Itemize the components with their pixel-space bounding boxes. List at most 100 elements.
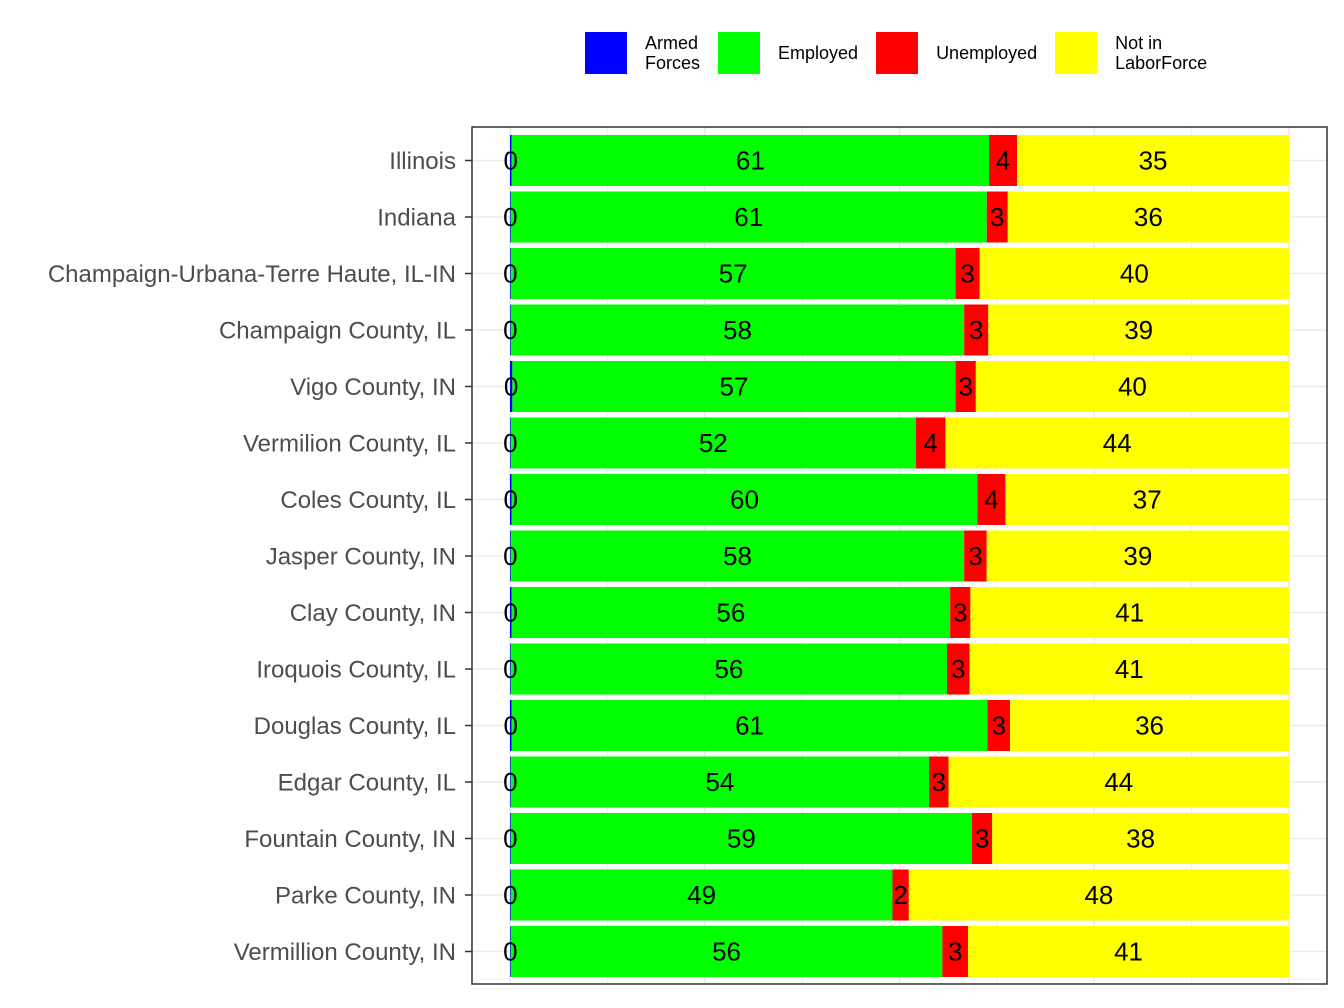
data-label-unemployed: 3 xyxy=(951,654,965,684)
bar-unemployed-fountain-county-in xyxy=(971,813,993,864)
y-tick-label: Edgar County, IL xyxy=(278,770,456,797)
legend-item-not-in-laborforce: Not in LaborForce xyxy=(1055,32,1207,74)
data-label-armed-forces: 0 xyxy=(503,937,517,967)
y-tick-label: Fountain County, IN xyxy=(244,826,456,853)
bar-not-in-laborforce-indiana xyxy=(1007,191,1289,243)
data-label-unemployed: 4 xyxy=(996,146,1010,176)
bar-not-in-laborforce-coles-county-il xyxy=(1005,474,1289,525)
data-label-not-in-laborforce: 41 xyxy=(1115,598,1144,628)
data-label-unemployed: 4 xyxy=(984,485,998,515)
bar-armed-forces-clay-county-in xyxy=(510,587,512,638)
y-tick-label: Parke County, IN xyxy=(275,883,456,910)
data-label-employed: 60 xyxy=(730,485,759,515)
bar-unemployed-indiana xyxy=(986,191,1008,243)
bar-not-in-laborforce-champaign-urbana-terre-haute-il-in xyxy=(979,248,1289,299)
data-label-not-in-laborforce: 48 xyxy=(1084,880,1113,910)
data-label-armed-forces: 0 xyxy=(503,202,517,232)
bar-not-in-laborforce-clay-county-in xyxy=(970,587,1289,638)
data-label-unemployed: 3 xyxy=(968,541,982,571)
bar-armed-forces-parke-county-in xyxy=(510,869,511,921)
legend-item-armed-forces: Armed Forces xyxy=(585,32,700,74)
legend-key-not-in-laborforce xyxy=(1055,32,1098,74)
bar-employed-vermillion-county-in xyxy=(510,926,943,977)
data-label-unemployed: 2 xyxy=(893,880,907,910)
data-label-not-in-laborforce: 44 xyxy=(1104,767,1133,797)
data-label-armed-forces: 0 xyxy=(503,428,517,458)
data-label-employed: 56 xyxy=(714,654,743,684)
bar-unemployed-clay-county-in xyxy=(950,587,971,638)
bar-unemployed-champaign-urbana-terre-haute-il-in xyxy=(955,248,980,299)
data-label-employed: 56 xyxy=(712,937,741,967)
data-label-armed-forces: 0 xyxy=(504,711,518,741)
bar-employed-champaign-county-il xyxy=(510,304,965,356)
data-label-armed-forces: 0 xyxy=(503,541,517,571)
bar-not-in-laborforce-douglas-county-il xyxy=(1010,700,1289,751)
bar-armed-forces-indiana xyxy=(510,191,511,243)
data-label-employed: 58 xyxy=(723,541,752,571)
bar-unemployed-vermilion-county-il xyxy=(915,417,946,469)
bar-armed-forces-vermillion-county-in xyxy=(510,926,511,977)
bar-armed-forces-coles-county-il xyxy=(510,474,512,525)
bar-armed-forces-champaign-county-il xyxy=(510,304,511,356)
data-label-unemployed: 4 xyxy=(923,428,937,458)
data-label-not-in-laborforce: 41 xyxy=(1114,937,1143,967)
bar-employed-vigo-county-in xyxy=(512,361,956,412)
data-label-unemployed: 3 xyxy=(960,259,974,289)
legend-item-unemployed: Unemployed xyxy=(876,32,1037,74)
bar-not-in-laborforce-jasper-county-in xyxy=(986,530,1289,582)
bar-employed-vermilion-county-il xyxy=(510,417,916,469)
legend-key-unemployed xyxy=(876,32,919,74)
bar-armed-forces-champaign-urbana-terre-haute-il-in xyxy=(510,248,511,299)
bar-armed-forces-iroquois-county-il xyxy=(510,643,511,695)
data-label-not-in-laborforce: 36 xyxy=(1135,711,1164,741)
y-tick-label: Indiana xyxy=(377,205,456,232)
data-label-not-in-laborforce: 39 xyxy=(1124,315,1153,345)
data-label-unemployed: 3 xyxy=(932,767,946,797)
y-tick-label: Vermillion County, IN xyxy=(234,939,456,966)
data-label-unemployed: 3 xyxy=(992,711,1006,741)
bar-unemployed-champaign-county-il xyxy=(964,304,989,356)
data-label-armed-forces: 0 xyxy=(503,259,517,289)
data-label-employed: 59 xyxy=(727,824,756,854)
legend-item-employed: Employed xyxy=(718,32,858,74)
data-label-unemployed: 3 xyxy=(975,824,989,854)
data-label-armed-forces: 0 xyxy=(503,654,517,684)
bar-unemployed-jasper-county-in xyxy=(964,530,987,582)
bar-armed-forces-edgar-county-il xyxy=(510,756,511,808)
data-label-employed: 58 xyxy=(723,315,752,345)
data-label-armed-forces: 0 xyxy=(504,485,518,515)
bar-employed-indiana xyxy=(510,191,987,243)
data-label-not-in-laborforce: 40 xyxy=(1118,372,1147,402)
bar-armed-forces-fountain-county-in xyxy=(510,813,511,864)
data-label-employed: 49 xyxy=(687,880,716,910)
legend-key-employed xyxy=(718,32,761,74)
bars-layer xyxy=(510,135,1289,977)
legend-label-unemployed: Unemployed xyxy=(936,43,1038,63)
bar-unemployed-illinois xyxy=(989,135,1018,186)
data-label-armed-forces: 0 xyxy=(503,315,517,345)
y-tick-label: Vigo County, IN xyxy=(290,374,456,401)
data-label-armed-forces: 0 xyxy=(504,372,518,402)
y-tick-label: Illinois xyxy=(389,148,456,175)
data-label-unemployed: 3 xyxy=(990,202,1004,232)
y-tick-label: Coles County, IL xyxy=(280,487,456,514)
bar-unemployed-vermillion-county-in xyxy=(942,926,969,977)
bar-employed-illinois xyxy=(511,135,990,186)
bar-unemployed-coles-county-il xyxy=(977,474,1006,525)
data-label-armed-forces: 0 xyxy=(504,146,518,176)
legend-label-employed: Employed xyxy=(778,43,859,63)
bar-armed-forces-vermilion-county-il xyxy=(510,417,511,469)
bar-armed-forces-vigo-county-in xyxy=(510,361,513,412)
y-tick-label: Jasper County, IN xyxy=(266,544,456,571)
bar-armed-forces-douglas-county-il xyxy=(510,700,512,751)
bar-unemployed-vigo-county-in xyxy=(955,361,976,412)
data-label-armed-forces: 0 xyxy=(504,598,518,628)
bar-not-in-laborforce-vermilion-county-il xyxy=(945,417,1289,469)
bar-employed-champaign-urbana-terre-haute-il-in xyxy=(510,248,956,299)
data-label-not-in-laborforce: 39 xyxy=(1123,541,1152,571)
bar-armed-forces-illinois xyxy=(510,135,512,186)
y-tick-label: Clay County, IN xyxy=(290,600,456,627)
y-tick-label: Champaign-Urbana-Terre Haute, IL-IN xyxy=(48,261,456,288)
bar-not-in-laborforce-vigo-county-in xyxy=(975,361,1289,412)
